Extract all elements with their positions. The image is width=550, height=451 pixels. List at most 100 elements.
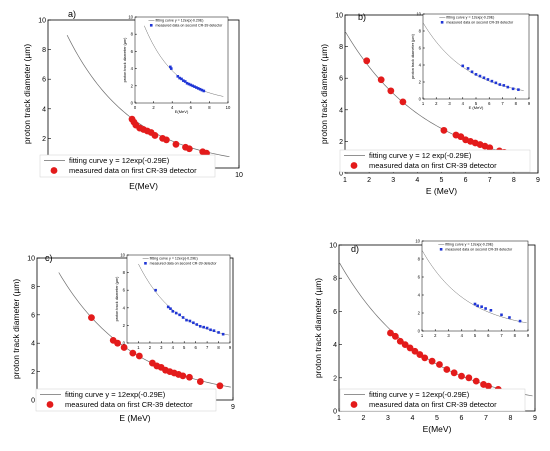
panel-c-inset-y-tick-label: 10 xyxy=(120,252,125,257)
panel-c-inset-data-point xyxy=(221,332,225,336)
panel-c-data-point xyxy=(186,373,193,381)
panel-b-x-tick-label: 8 xyxy=(512,177,516,184)
panel-b-inset-x-axis-label: E (MeV) xyxy=(469,105,484,110)
panel-c-legend-dot-swatch xyxy=(46,401,54,408)
panel-d-legend-label: fitting curve y = 12exp(-0.29E) xyxy=(369,390,470,399)
panel-c-inset-x-tick-label: 2 xyxy=(149,345,152,350)
panel-a-inset-y-tick-label: 0 xyxy=(131,100,134,105)
panel-d-inset-data-point xyxy=(500,313,503,317)
panel-c-inset-y-tick-label: 2 xyxy=(123,323,126,328)
panel-c-inset-y-tick-label: 8 xyxy=(123,270,126,275)
panel-d-inset-data-point xyxy=(480,305,483,308)
panel-a-inset-y-tick-label: 4 xyxy=(131,66,134,71)
panel-b-inset-x-tick-label: 8 xyxy=(515,101,518,106)
panel-d-inset-data-point xyxy=(484,307,487,310)
panel-a-inset-data-point xyxy=(198,87,202,91)
panel-a-inset-background xyxy=(135,17,228,103)
panel-a-inset-x-tick-label: 6 xyxy=(190,105,193,110)
panel-b-inset-y-tick-label: 6 xyxy=(419,45,422,50)
panel-b-inset-data-point xyxy=(517,88,520,91)
panel-b-x-tick-label: 1 xyxy=(343,177,347,184)
panel-b-y-tick-label: 2 xyxy=(339,139,343,146)
panel-b-data-point xyxy=(440,126,448,134)
panel-a-inset-data-point xyxy=(202,89,206,93)
panel-c-inset-x-tick-label: 9 xyxy=(229,345,232,350)
panel-a-inset-x-tick-label: 0 xyxy=(134,105,137,110)
panel-a-inset-x-tick-label: 8 xyxy=(208,105,211,110)
panel-b-inset-legend-label: measured data on second CR-39 detector xyxy=(446,21,514,25)
panel-a-y-tick-label: 6 xyxy=(42,77,46,84)
panel-d-data-point xyxy=(396,337,404,345)
panel-a-data-point xyxy=(172,140,180,148)
panel-a-inset-data-point xyxy=(183,80,187,83)
panel-c-inset-y-axis-label: proton track diameter (µm) xyxy=(115,276,119,322)
panel-d-inset-y-tick-label: 10 xyxy=(415,238,420,243)
panel-b-x-tick-label: 6 xyxy=(464,177,468,184)
panel-a-legend-label: measured data on first CR-39 detector xyxy=(69,166,197,175)
panel-d-x-tick-label: 7 xyxy=(484,415,488,422)
panel-c-inset-x-tick-label: 5 xyxy=(183,345,186,350)
panel-d-inset-plot: 1 2 3 4 5 6 7 8 9 0 2 4 6 8 10 fitting curve y = 12exp(… xyxy=(415,238,530,338)
panel-a-y-tick-label: 4 xyxy=(42,106,46,113)
panel-c-inset-data-point xyxy=(181,316,185,319)
panel-c-data-point xyxy=(88,314,95,322)
panel-d-inset-y-tick-label: 4 xyxy=(418,292,421,297)
panel-d-y-tick-label: 2 xyxy=(333,375,337,382)
panel-b-inset-x-tick-label: 5 xyxy=(475,101,478,106)
panel-d-y-tick-label: 10 xyxy=(329,242,337,249)
panel-c-data-point xyxy=(179,372,187,380)
panel-b-data-point xyxy=(387,87,395,95)
panel-d-x-tick-label: 3 xyxy=(386,415,390,422)
panel-c-inset-data-point xyxy=(185,318,188,322)
panel-b-data-point xyxy=(457,133,465,141)
panel-c-y-tick-label: 8 xyxy=(31,284,35,291)
panel-a-data-point xyxy=(185,145,193,153)
panel-a-inset-plot: 0 2 4 6 8 10 0 2 4 6 8 10 E(MeV) proton track diamete… xyxy=(123,14,231,114)
panel-d-inset-x-tick-label: 7 xyxy=(500,333,503,338)
panel-d-inset-x-tick-label: 5 xyxy=(474,333,477,338)
panel-b-inset-data-point xyxy=(498,83,502,86)
panel-d-y-tick-label: 4 xyxy=(333,342,337,349)
panel-b-inset-x-tick-label: 7 xyxy=(501,101,504,106)
panel-d-data-point xyxy=(436,361,443,368)
panel-b-legend-box xyxy=(339,149,531,173)
panel-c-data-point xyxy=(196,378,204,385)
panel-d-x-axis-label: E(MeV) xyxy=(423,424,452,434)
panel-c-inset-x-tick-label: 7 xyxy=(206,345,209,350)
panel-b-x-tick-label: 9 xyxy=(536,177,540,184)
panel-c-y-tick-label: 4 xyxy=(31,341,35,348)
panel-a-legend-box xyxy=(39,154,216,178)
panel-c-plot: 1 2 3 4 5 6 7 8 9 0 2 4 6 8 10 E (MeV) proton track diam… xyxy=(11,255,235,423)
panel-a-y-tick-label: 8 xyxy=(42,47,46,54)
panel-c-inset-data-point xyxy=(169,307,172,310)
panel-d-y-axis-label: proton track diameter (µm) xyxy=(313,278,323,378)
panel-b-inset-x-tick-label: 2 xyxy=(435,101,438,106)
panel-a-inset-legend-label: fitting curve y = 12exp(-0.29E) xyxy=(155,19,203,23)
panel-b-inset-data-point xyxy=(470,70,474,74)
panel-d-data-point xyxy=(387,329,394,337)
panel-a-inset-data-point xyxy=(200,88,204,92)
panel-c-inset-data-point xyxy=(166,305,170,309)
panel-d-inset-x-tick-label: 9 xyxy=(527,333,530,338)
panel-b-inset-x-tick-label: 3 xyxy=(448,101,451,106)
panel-c-inset-x-tick-label: 6 xyxy=(194,345,197,350)
panel-d-x-tick-label: 6 xyxy=(460,415,464,422)
panel-b-inset-data-point xyxy=(490,79,494,83)
panel-d-inset-data-point xyxy=(508,316,511,319)
panel-c-inset-y-tick-label: 0 xyxy=(123,340,126,345)
panel-b-inset-legend-dot-swatch xyxy=(440,21,444,24)
panel-d-data-point xyxy=(465,374,473,382)
panel-d-y-tick-label: 8 xyxy=(333,276,337,283)
panel-d-inset-data-point xyxy=(518,319,522,323)
panel-c-inset-legend-dot-swatch xyxy=(144,262,147,265)
panel-d-inset-y-tick-label: 8 xyxy=(418,256,421,261)
panel-a-data-point xyxy=(163,136,170,144)
panel-d-y-tick-label: 0 xyxy=(333,408,337,415)
panel-a-data-point xyxy=(151,132,159,139)
panel-c-y-tick-label: 10 xyxy=(27,255,35,262)
panel-c-x-tick-label: 9 xyxy=(231,404,235,411)
panel-c-data-point xyxy=(120,344,128,351)
panel-b-y-axis-label: proton track diameter (µm) xyxy=(319,44,329,144)
panel-d-inset-x-tick-label: 1 xyxy=(421,333,424,338)
panel-d-data-point xyxy=(450,369,458,377)
